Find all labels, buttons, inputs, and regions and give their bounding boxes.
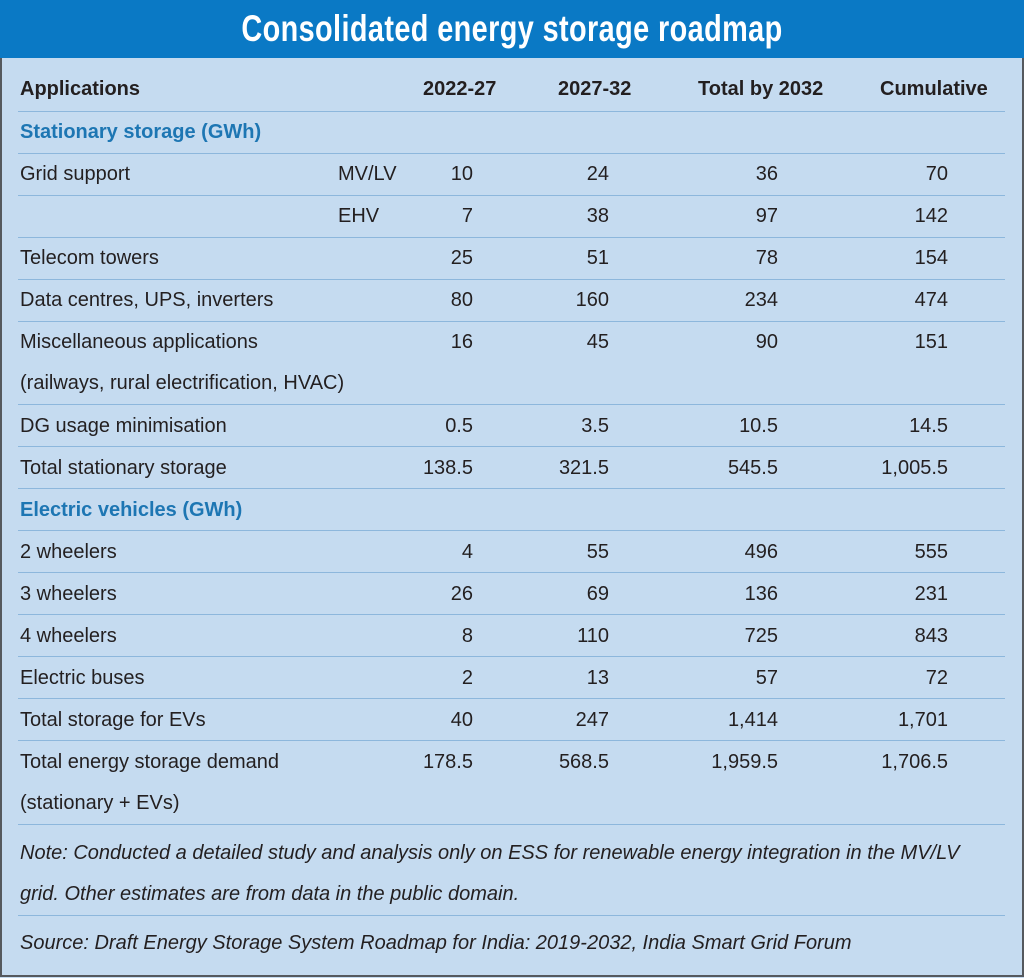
table-row: Grid support MV/LV 10 24 36 70 [18,154,1005,196]
column-header: 2027-32 [558,78,632,100]
value-cell: 247 [575,708,609,731]
title-bar: Consolidated energy storage roadmap [0,0,1024,58]
value-cell: 496 [744,540,778,563]
table-row: DG usage minimisation 0.5 3.5 10.5 14.5 [18,406,1005,447]
row-label: 4 wheelers [20,624,117,647]
value-cell: 110 [577,624,609,647]
value-cell: 545.5 [727,456,778,479]
row-label: Data centres, UPS, inverters [20,289,274,311]
value-cell: 1,706.5 [881,750,948,773]
row-label: 3 wheelers [20,582,117,605]
column-header: Applications [20,78,141,100]
row-label: Total storage for EVs [20,708,206,731]
value-cell: 26 [450,582,473,605]
value-cell: 142 [914,205,948,227]
section-heading-row: Stationary storage (GWh) [18,112,1005,154]
value-cell: 138.5 [422,456,473,479]
value-cell: 16 [450,331,473,353]
value-cell: 1,005.5 [881,456,948,479]
row-label: DG usage minimisation [20,414,227,437]
value-cell: 14.5 [909,414,948,437]
value-cell: 13 [586,666,609,689]
value-cell: 10 [450,163,473,185]
row-label: Grid support [20,163,131,185]
value-cell: 568.5 [558,750,609,773]
value-cell: 7 [461,205,473,227]
value-cell: 38 [586,205,609,227]
row-label-continued: (railways, rural electrification, HVAC) [20,372,345,394]
row-label: Total stationary storage [20,456,227,479]
table-row: 4 wheelers 8 110 725 843 [18,616,1005,657]
row-sublabel: MV/LV [338,163,397,185]
value-cell: 321.5 [558,456,609,479]
value-cell: 154 [914,247,948,269]
column-header: Total by 2032 [698,78,824,100]
value-cell: 57 [755,666,778,689]
value-cell: 231 [914,582,948,605]
row-sublabel: EHV [338,205,380,227]
value-cell: 1,414 [727,708,778,731]
value-cell: 843 [914,624,948,647]
value-cell: 8 [461,624,473,647]
row-label: 2 wheelers [20,540,117,563]
table-row: Data centres, UPS, inverters 80 160 234 474 [18,280,1005,322]
row-label: Electric buses [20,666,145,689]
value-cell: 725 [744,624,778,647]
table-row: 2 wheelers 4 55 496 555 [18,532,1005,573]
value-cell: 474 [914,289,948,311]
value-cell: 36 [755,163,778,185]
column-header: 2022-27 [423,78,497,100]
header-row: Applications 2022-27 2027-32 Total by 20… [18,78,1005,112]
value-cell: 234 [744,289,778,311]
value-cell: 10.5 [739,414,778,437]
value-cell: 55 [586,540,609,563]
value-cell: 136 [744,582,778,605]
table-row: EHV 7 38 97 142 [18,196,1005,238]
table-row: Telecom towers 25 51 78 154 [18,238,1005,280]
value-cell: 45 [586,331,609,353]
table-row: Total storage for EVs 40 247 1,414 1,701 [18,700,1005,741]
value-cell: 4 [461,540,473,563]
value-cell: 0.5 [445,414,473,437]
table-row: Electric buses 2 13 57 72 [18,658,1005,699]
value-cell: 160 [575,289,609,311]
table-row: Total energy storage demand (stationary +… [18,742,1005,825]
value-cell: 69 [586,582,609,605]
value-cell: 1,959.5 [711,750,778,773]
table-row: Total stationary storage 138.5 321.5 545.5 1… [18,448,1005,489]
value-cell: 3.5 [581,414,609,437]
row-label: Miscellaneous applications [20,331,258,353]
table-note: Note: Conducted a detailed study and ana… [20,842,960,905]
table-row: 3 wheelers 26 69 136 231 [18,574,1005,615]
table-source: Source: Draft Energy Storage System Road… [20,932,852,954]
value-cell: 178.5 [422,750,473,773]
row-label-continued: (stationary + EVs) [20,791,180,814]
value-cell: 555 [914,540,948,563]
value-cell: 72 [925,666,948,689]
section-heading: Stationary storage (GWh) [20,121,262,143]
column-header: Cumulative [880,78,988,100]
value-cell: 78 [755,247,778,269]
row-label: Telecom towers [20,247,159,269]
value-cell: 2 [461,666,473,689]
value-cell: 1,701 [897,708,948,731]
row-label: Total energy storage demand [20,750,280,773]
value-cell: 70 [925,163,948,185]
value-cell: 97 [755,205,778,227]
value-cell: 40 [450,708,473,731]
value-cell: 90 [755,331,778,353]
value-cell: 80 [450,289,473,311]
value-cell: 51 [586,247,609,269]
table-row: Miscellaneous applications (railways, rur… [18,322,1005,405]
value-cell: 25 [450,247,473,269]
note-divider [18,874,1005,916]
table-title: Consolidated energy storage roadmap [241,8,783,49]
value-cell: 151 [914,331,948,353]
section-heading-row: Electric vehicles (GWh) [18,490,1005,531]
value-cell: 24 [586,163,609,185]
section-heading: Electric vehicles (GWh) [20,498,243,521]
